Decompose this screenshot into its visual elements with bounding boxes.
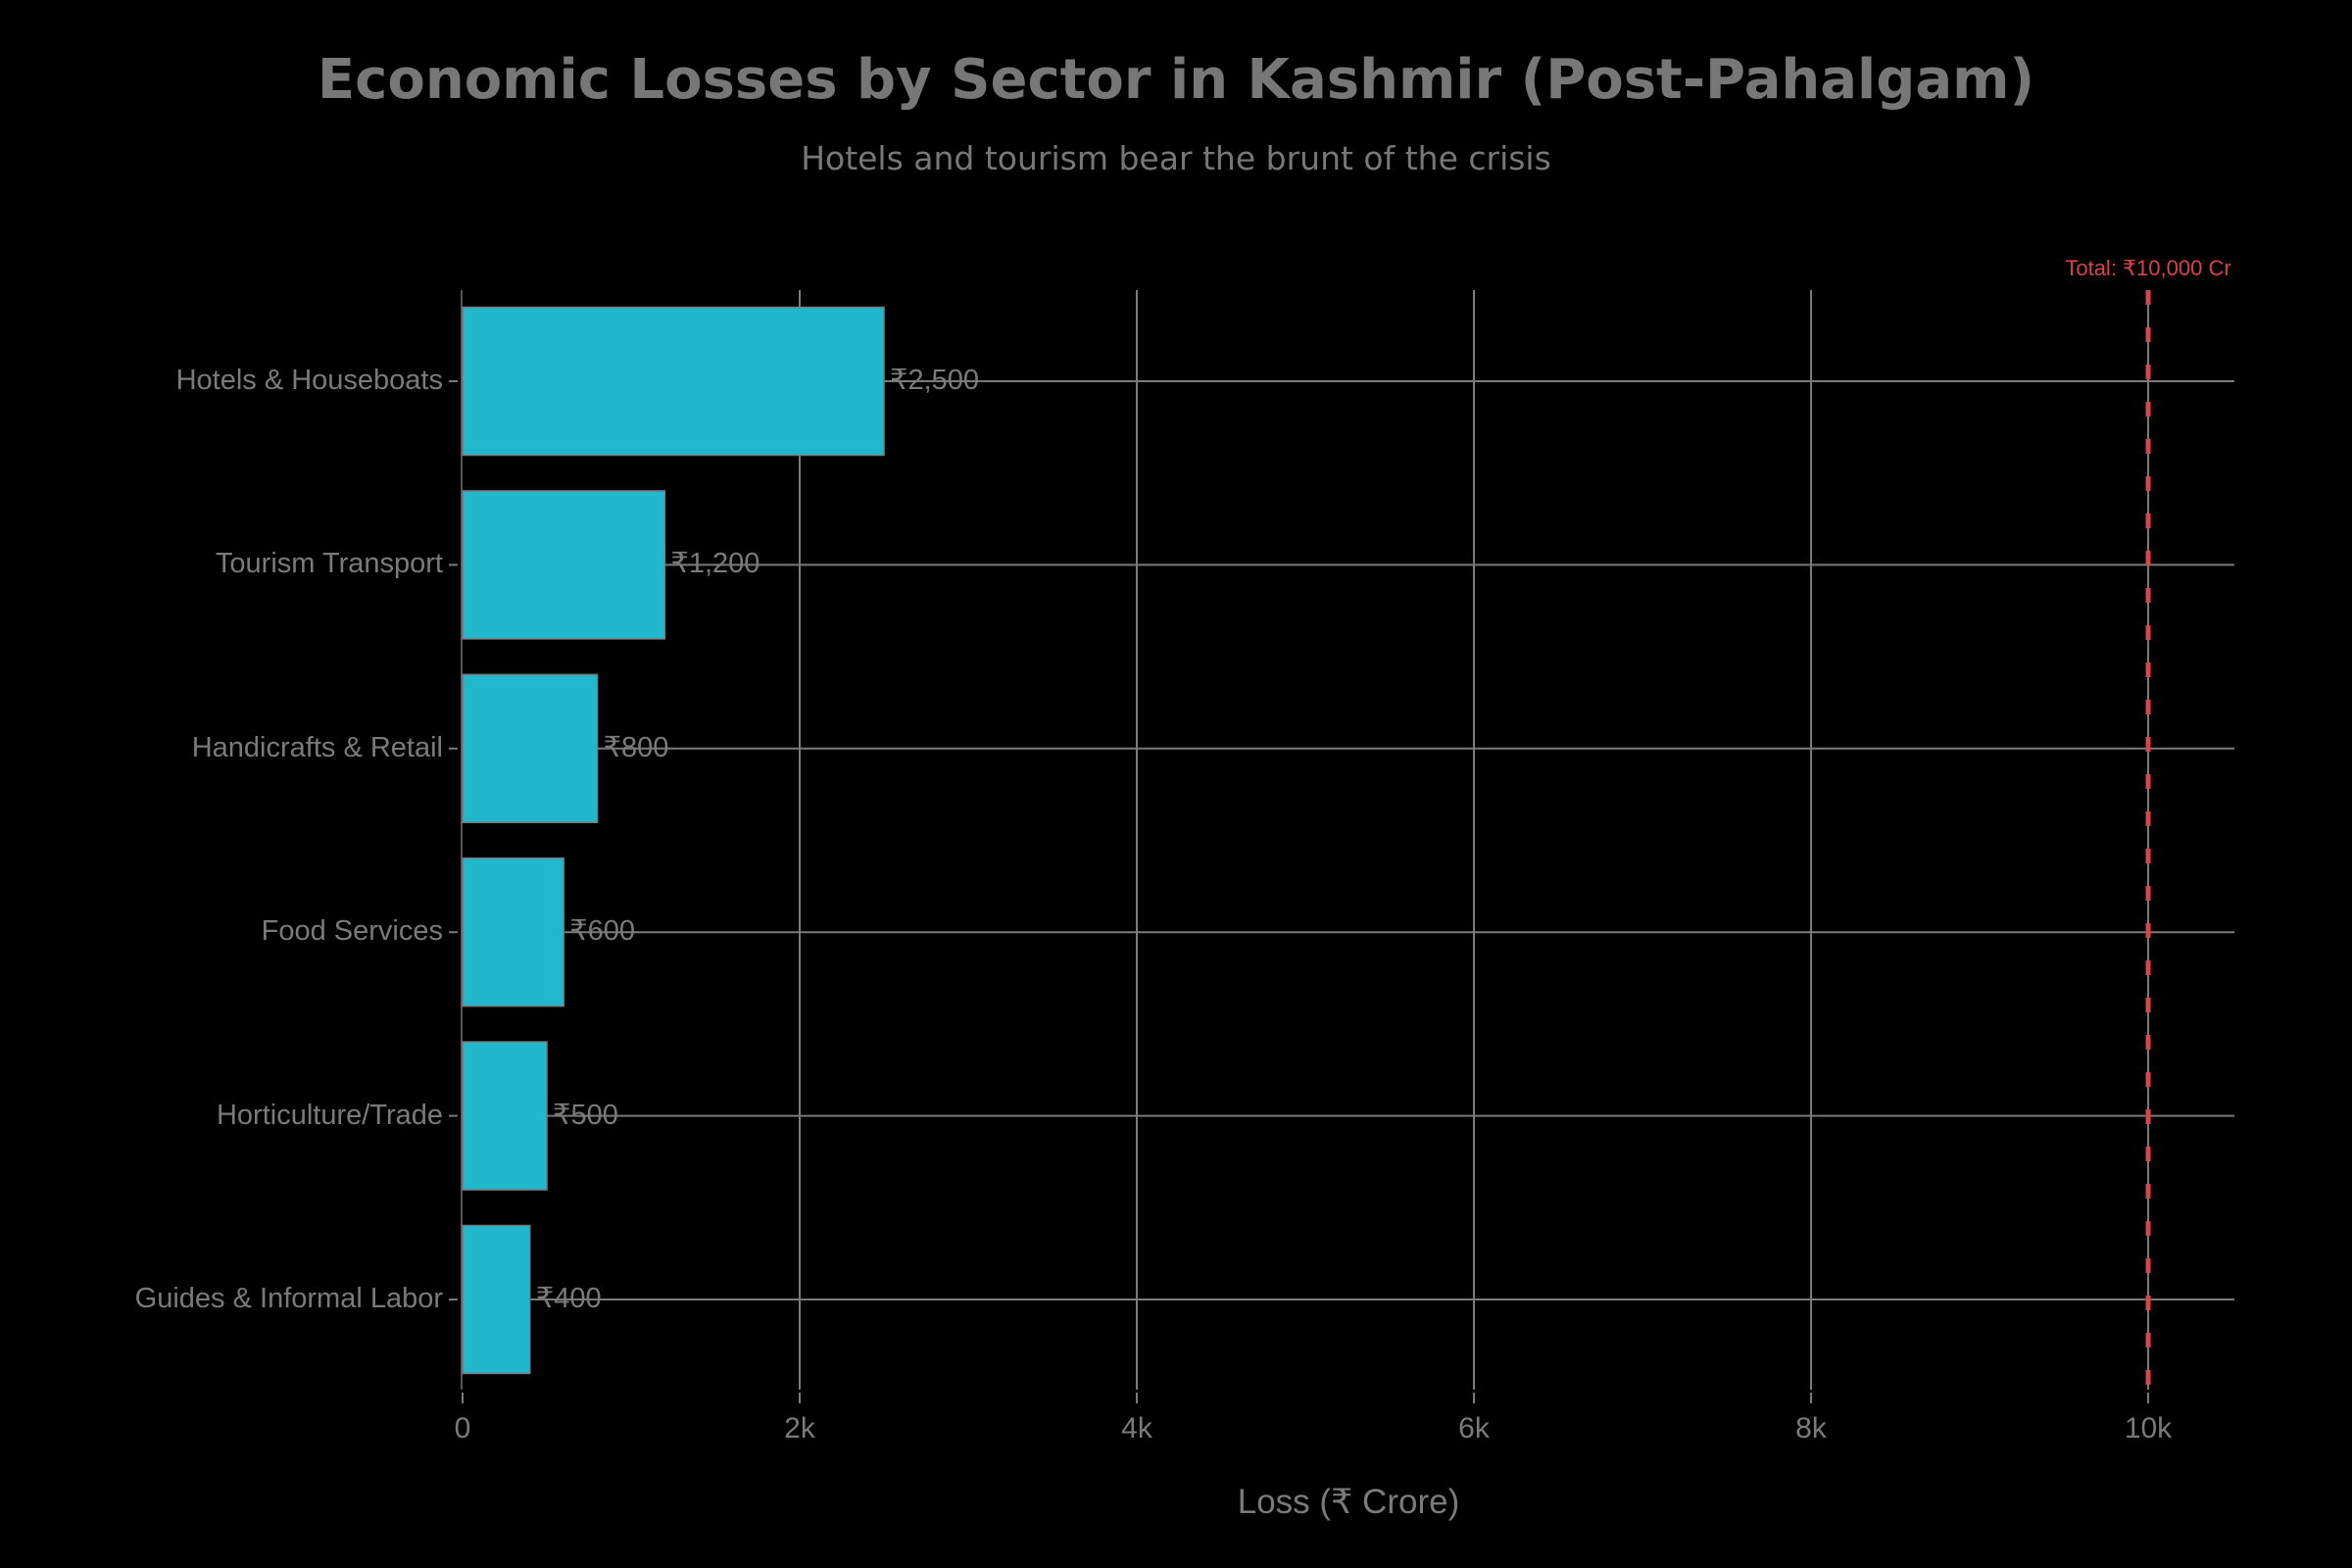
category-label: Tourism Transport	[215, 548, 443, 580]
total-annotation-label: Total: ₹10,000 Cr	[2065, 256, 2231, 280]
category-label: Food Services	[261, 915, 443, 948]
value-label: ₹400	[535, 1283, 602, 1314]
bar	[462, 857, 564, 1007]
bar	[462, 306, 885, 457]
x-tick-label: 8k	[1795, 1412, 1827, 1445]
value-label: ₹800	[603, 731, 669, 763]
chart-title: Economic Losses by Sector in Kashmir (Po…	[317, 48, 2035, 112]
value-label: ₹1,200	[670, 548, 760, 580]
category-label: Horticulture/Trade	[216, 1099, 443, 1131]
chart-subtitle: Hotels and tourism bear the brunt of the…	[801, 139, 1551, 177]
category-label: Hotels & Houseboats	[175, 365, 443, 396]
value-label: ₹2,500	[890, 365, 980, 396]
x-tick-label: 0	[454, 1412, 471, 1445]
category-label: Handicrafts & Retail	[191, 731, 443, 763]
value-label: ₹500	[553, 1099, 618, 1131]
bar	[462, 1224, 531, 1375]
x-tick-label: 6k	[1458, 1412, 1490, 1445]
bar	[462, 490, 666, 640]
x-tick-label: 10k	[2124, 1412, 2173, 1445]
x-axis-title: Loss (₹ Crore)	[1237, 1483, 1460, 1521]
value-label: ₹600	[569, 915, 636, 948]
bar	[462, 1041, 548, 1191]
x-tick-label: 2k	[784, 1412, 815, 1445]
x-tick-label: 4k	[1121, 1412, 1152, 1445]
bar	[462, 673, 599, 824]
category-label: Guides & Informal Labor	[134, 1283, 443, 1314]
